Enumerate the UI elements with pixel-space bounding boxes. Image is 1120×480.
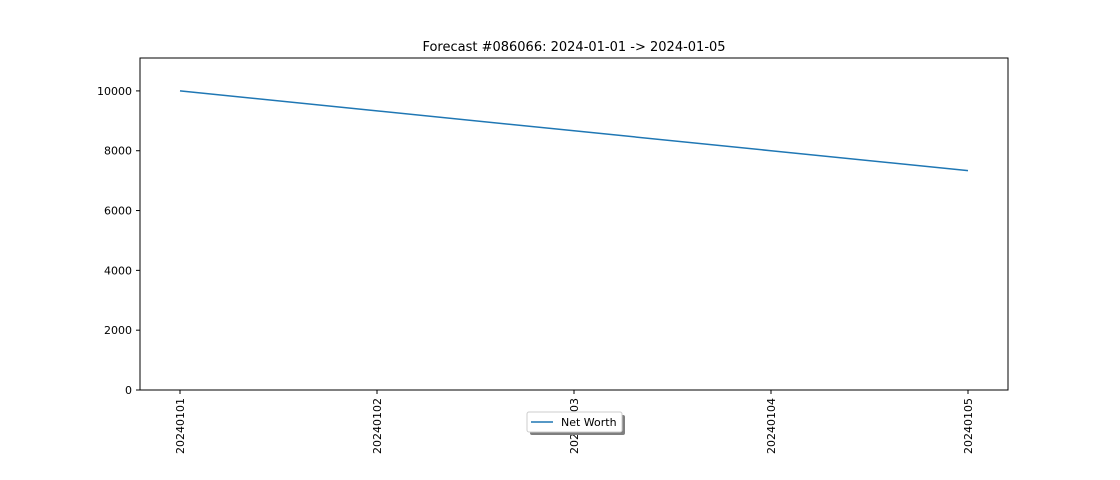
y-tick-label: 8000 — [104, 145, 132, 158]
y-tick-label: 6000 — [104, 205, 132, 218]
legend: Net Worth — [526, 411, 625, 435]
legend-box — [526, 411, 623, 433]
y-tick-label: 10000 — [97, 85, 132, 98]
x-tick-label: 20240104 — [765, 398, 778, 454]
x-tick-label: 20240102 — [371, 398, 384, 454]
plot-area — [139, 57, 1009, 391]
y-tick-label: 2000 — [104, 324, 132, 337]
y-tick-label: 0 — [125, 384, 132, 397]
x-tick-label: 20240101 — [174, 398, 187, 454]
chart-title: Forecast #086066: 2024-01-01 -> 2024-01-… — [422, 40, 725, 55]
y-axis: 0 2000 4000 6000 8000 10000 — [97, 85, 140, 397]
x-tick-label: 20240105 — [962, 398, 975, 454]
series-layer — [179, 90, 969, 172]
legend-label-net-worth: Net Worth — [561, 416, 617, 429]
y-tick-label: 4000 — [104, 264, 132, 277]
